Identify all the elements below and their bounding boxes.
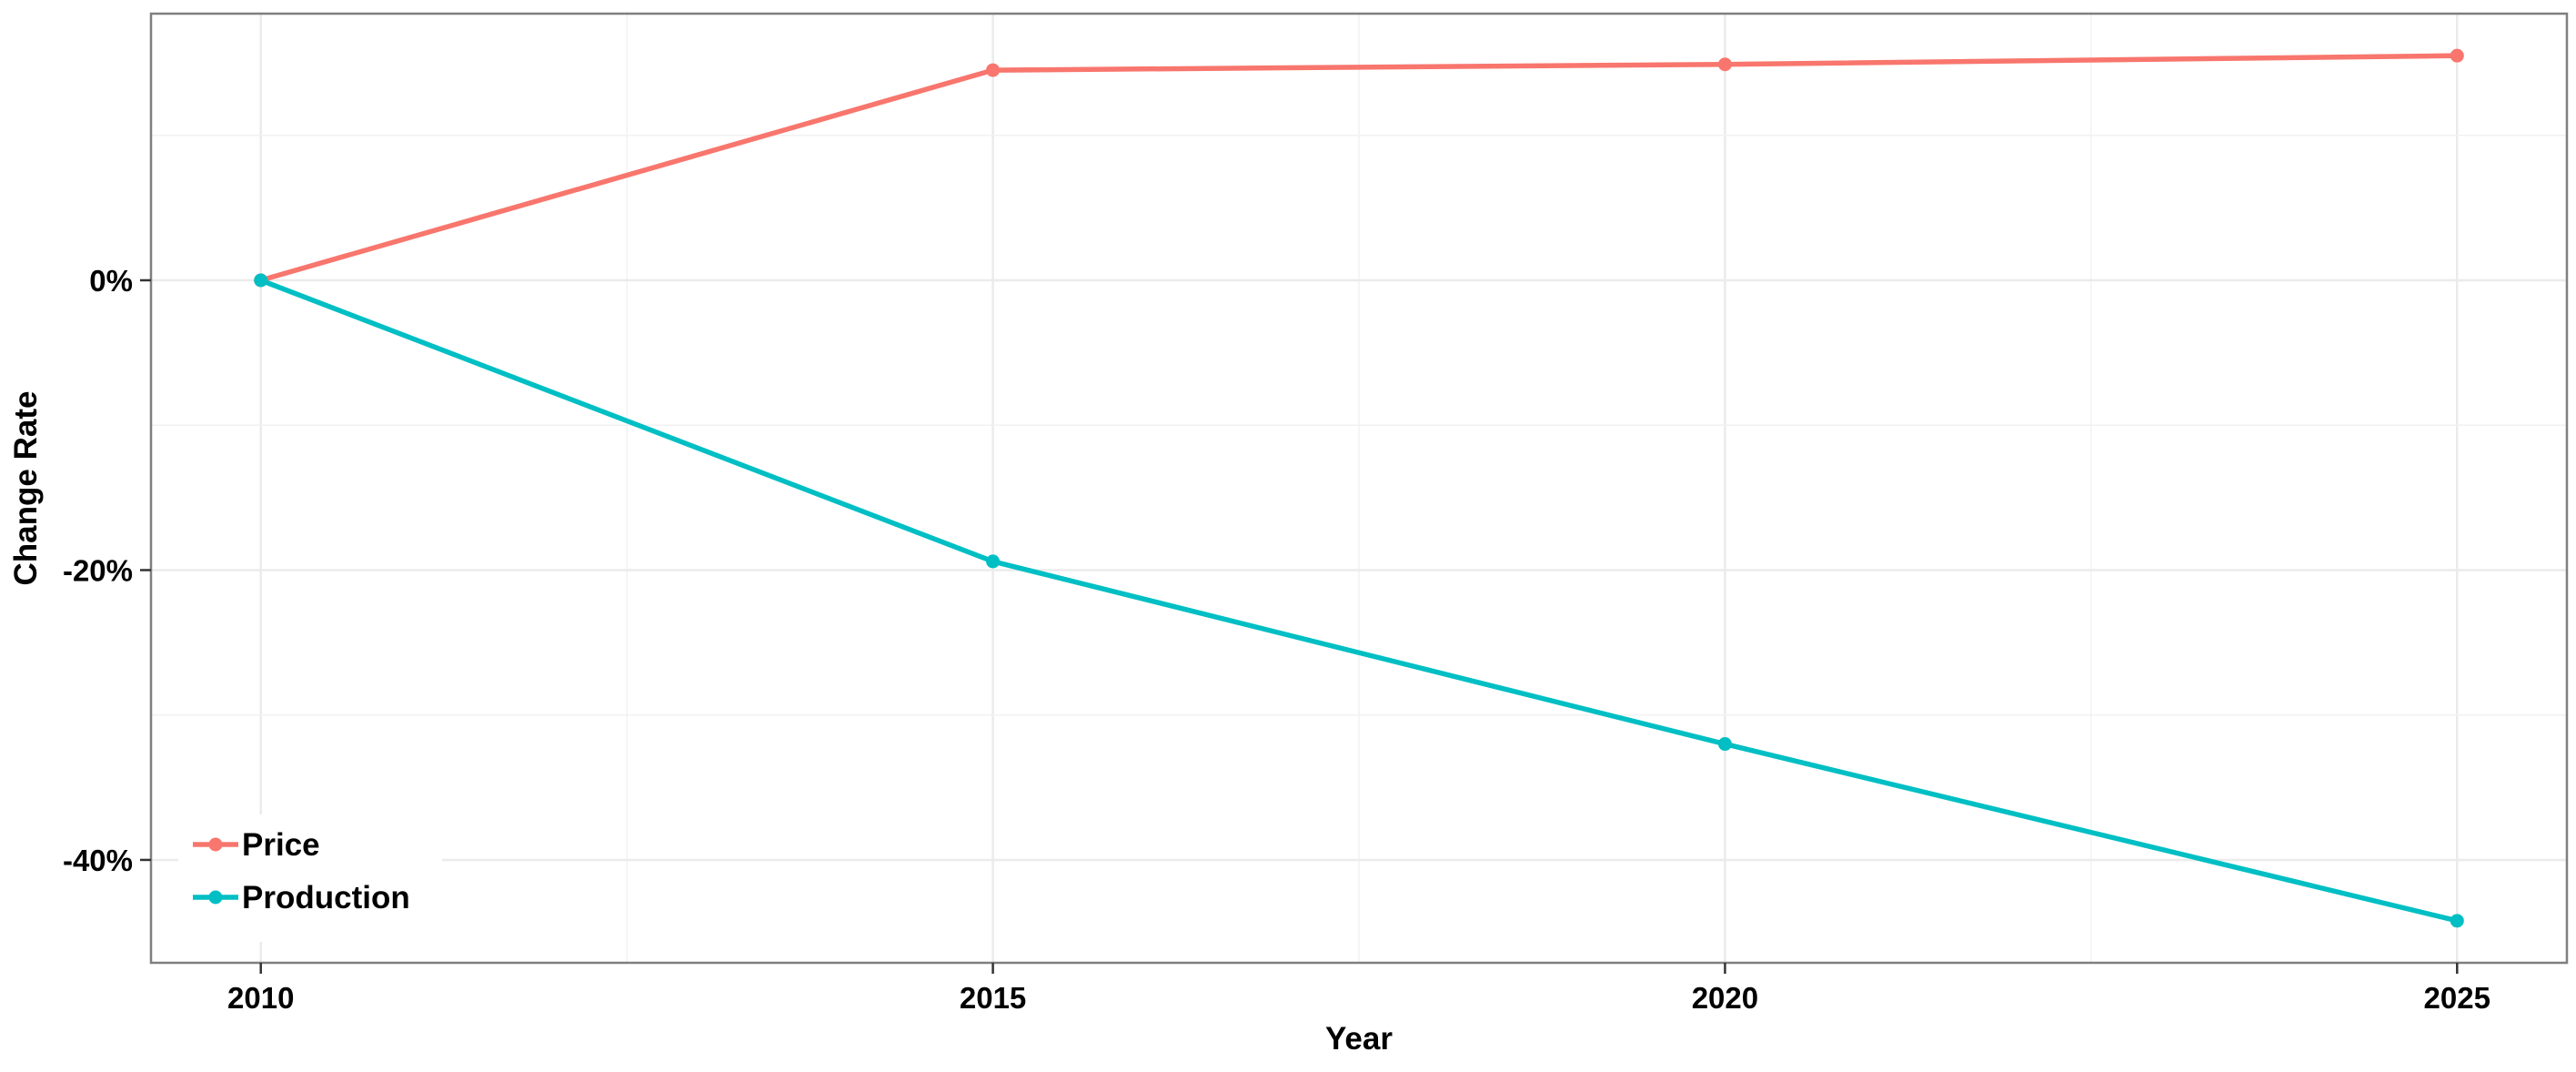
x-tick-label: 2010 (227, 981, 294, 1015)
legend-label-price: Price (242, 827, 320, 863)
data-point-price (1717, 57, 1732, 72)
y-tick-label: 0% (89, 264, 133, 298)
plot-border (149, 12, 2569, 965)
y-tick-label: -20% (63, 553, 133, 587)
series-line-price (257, 53, 2460, 283)
legend-label-production: Production (242, 880, 410, 915)
y-tick-label: -40% (63, 844, 133, 877)
data-point-production (254, 273, 268, 288)
x-tick-label: 2015 (960, 981, 1026, 1015)
grid-lines (151, 14, 2567, 963)
data-point-production (2450, 914, 2464, 928)
data-point-production (1717, 737, 1732, 752)
x-tick-label: 2020 (1692, 981, 1758, 1015)
data-points (254, 48, 2464, 928)
y-axis-title: Change Rate (8, 391, 44, 586)
x-tick-label: 2025 (2424, 981, 2490, 1015)
legend-background (178, 814, 442, 942)
series-line-production (257, 278, 2460, 924)
x-axis-title: Year (1325, 1021, 1393, 1057)
data-point-price (2450, 48, 2464, 63)
data-point-production (986, 554, 1001, 569)
axis-ticks: 2010 2015 2020 2025 0% -20% -40% (63, 264, 2490, 1015)
data-point-price (986, 63, 1001, 77)
legend-key-point-production (208, 890, 223, 905)
series-lines (257, 53, 2460, 924)
legend-key-point-price (208, 837, 223, 852)
legend: Price Production (178, 814, 442, 942)
